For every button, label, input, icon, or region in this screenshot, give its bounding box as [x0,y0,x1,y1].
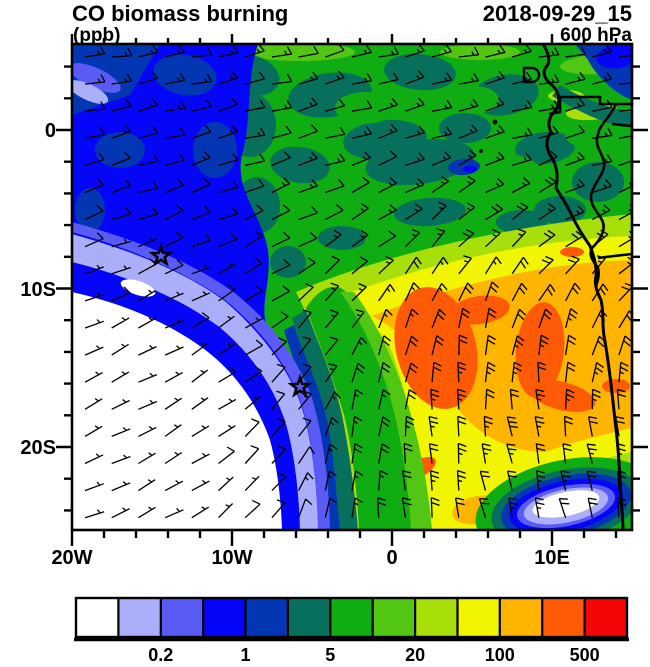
star-marker [287,373,313,398]
country-border [548,97,562,116]
colorbar-cell [584,598,627,637]
latitude-axis-labels: 0 10S 20S [20,120,56,459]
colorbar-cell [203,598,246,637]
lon-tick-label: 0 [386,547,397,569]
colorbar-tick-label: 20 [405,645,425,665]
colorbar-cell [457,598,500,637]
lon-tick-label: 20W [51,547,92,569]
lat-tick-label: 0 [45,120,56,142]
units-label: (ppb) [73,25,120,46]
star-marker [148,242,174,267]
colorbar-cell [499,598,543,637]
lat-tick-label: 10S [20,279,56,301]
datetime-label: 2018-09-29_15 [483,1,632,26]
island-outline [522,66,541,84]
colorbar-cell [330,598,373,637]
country-border [589,103,618,287]
island-dot [479,149,483,153]
plot-title: CO biomass burning [72,1,288,26]
lon-tick-label: 10E [534,547,570,569]
colorbar-cell [287,598,331,637]
colorbar-tick-label: 500 [570,645,600,665]
colorbar-cell [415,598,458,637]
island-dot [492,119,498,125]
colorbar-cell [160,598,204,637]
country-border [611,122,632,128]
wind-barbs [84,44,632,519]
lat-tick-label: 20S [20,437,56,459]
colorbar-tick-label: 0.2 [148,645,173,665]
colorbar-tick-label: 100 [485,645,515,665]
colorbar-tick-label: 5 [325,645,335,665]
pressure-level-label: 600 hPa [560,25,632,46]
colorbar-cell [118,598,161,637]
coastline-borders-layer [479,44,632,530]
wind-barbs-layer [84,44,632,519]
map-frame-ticks [56,34,648,546]
co-field-layer [72,44,632,530]
longitude-axis-labels: 20W 10W 0 10E [51,547,569,569]
colorbar-labels: 0.2 1 5 20 100 500 [148,645,599,665]
colorbar [74,596,630,642]
colorbar-cell [542,598,585,637]
colorbar-tick-label: 1 [240,645,250,665]
lon-tick-label: 10W [211,547,252,569]
colorbar-cell [372,598,416,637]
colorbar-cell [76,598,119,637]
station-star-markers [148,242,313,398]
axis-ticks [56,34,648,546]
colorbar-cell [245,598,288,637]
